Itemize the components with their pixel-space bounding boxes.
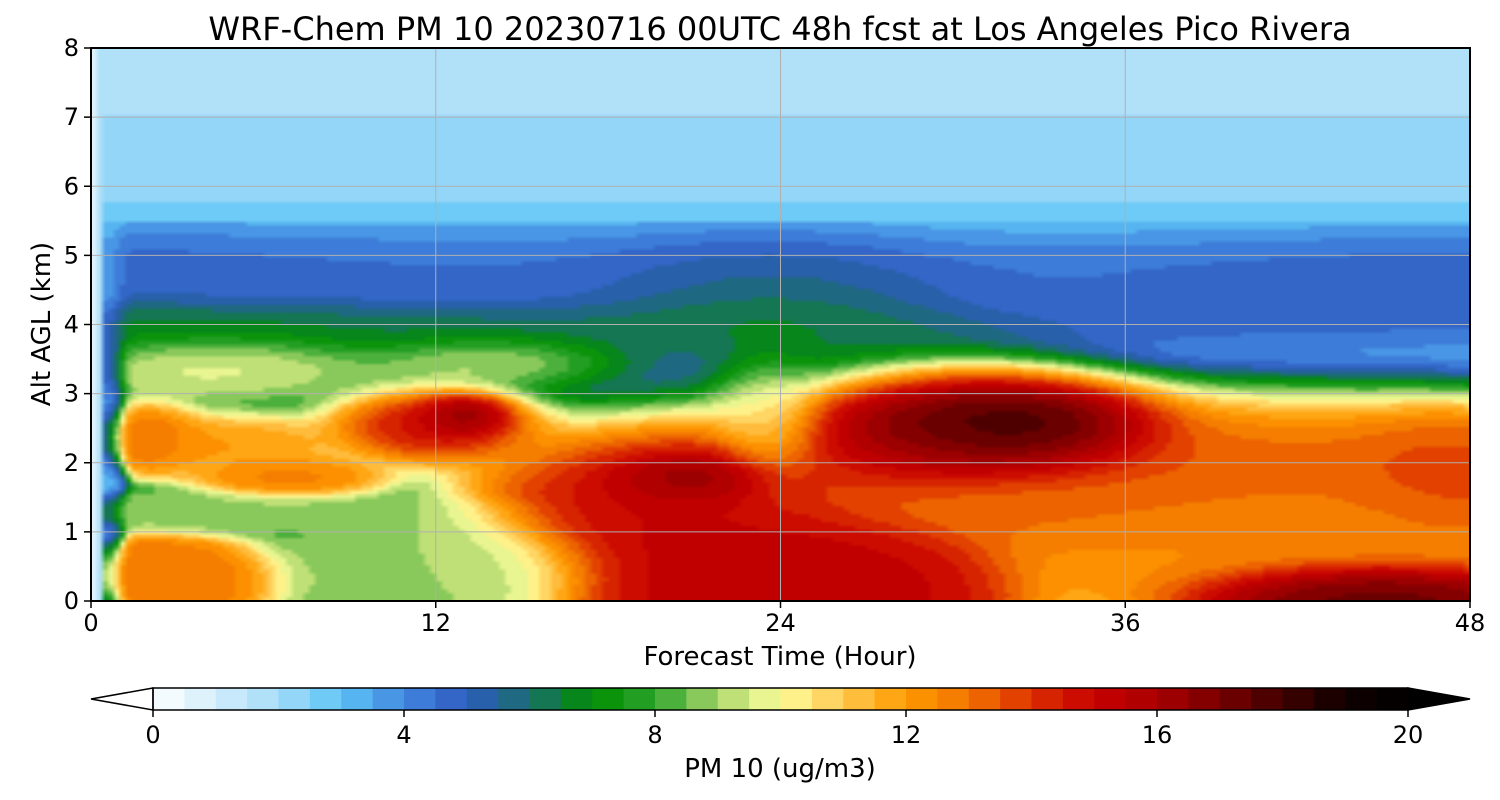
y-tick-label: 6: [64, 172, 79, 200]
colorbar-swatch: [937, 688, 970, 710]
colorbar-tick-label: 12: [891, 721, 922, 749]
colorbar-swatch: [906, 688, 938, 710]
x-axis-label: Forecast Time (Hour): [643, 642, 916, 672]
colorbar-tick-label: 8: [647, 721, 662, 749]
colorbar-swatch: [686, 688, 719, 710]
y-tick-label: 4: [64, 311, 79, 339]
y-axis-ticks: 0 1 2 3 4 5 6 7 8: [64, 34, 91, 615]
x-tick-label: 12: [420, 609, 451, 637]
y-tick-label: 7: [64, 103, 79, 131]
colorbar-swatch: [1219, 688, 1252, 710]
y-tick-label: 8: [64, 34, 79, 62]
colorbar-ticks: 0 4 8 12 16 20: [145, 710, 1423, 749]
colorbar-swatch: [1031, 688, 1064, 710]
y-axis-label: Alt AGL (km): [27, 242, 57, 406]
y-tick-label: 0: [64, 587, 79, 615]
x-tick-label: 48: [1455, 609, 1486, 637]
colorbar-swatch: [968, 688, 1001, 710]
colorbar-swatch: [309, 688, 342, 710]
y-tick-label: 2: [64, 449, 79, 477]
grid-lines: [91, 48, 1470, 601]
colorbar-swatch: [811, 688, 844, 710]
x-axis-ticks: 0 12 24 36 48: [83, 601, 1485, 637]
colorbar-swatch: [466, 688, 499, 710]
colorbar-swatch: [215, 688, 248, 710]
colorbar-swatch: [341, 688, 374, 710]
colorbar-swatch: [498, 688, 531, 710]
colorbar-label: PM 10 (ug/m3): [684, 754, 876, 784]
colorbar-swatch: [529, 688, 562, 710]
colorbar-swatch: [372, 688, 405, 710]
colorbar-swatch: [780, 688, 813, 710]
colorbar-swatch: [1376, 688, 1409, 710]
x-tick-label: 24: [765, 609, 796, 637]
x-tick-label: 36: [1110, 609, 1141, 637]
colorbar-swatch: [1313, 688, 1346, 710]
colorbar-swatch: [1282, 688, 1315, 710]
colorbar-swatch: [153, 688, 185, 710]
colorbar-swatch: [717, 688, 750, 710]
colorbar-swatch: [1251, 688, 1284, 710]
colorbar-swatch: [560, 688, 593, 710]
y-tick-label: 1: [64, 518, 79, 546]
colorbar-tick-label: 20: [1393, 721, 1424, 749]
colorbar-swatch: [404, 688, 436, 710]
chart-title: WRF-Chem PM 10 20230716 00UTC 48h fcst a…: [208, 10, 1351, 48]
colorbar-swatch: [1188, 688, 1221, 710]
colorbar-swatch: [1125, 688, 1158, 710]
colorbar-swatch: [874, 688, 907, 710]
colorbar-swatch: [1345, 688, 1378, 710]
colorbar-swatch: [843, 688, 876, 710]
y-tick-label: 3: [64, 380, 79, 408]
colorbar-frame: [152, 687, 1409, 711]
colorbar-swatch: [1062, 688, 1095, 710]
colorbar-swatch: [592, 688, 625, 710]
colorbar-swatch: [749, 688, 782, 710]
colorbar-extend-low: [90, 687, 154, 711]
colorbar-swatches: [153, 688, 1409, 710]
colorbar-tick-label: 0: [145, 721, 160, 749]
colorbar: 0 4 8 12 16 20 PM 10 (ug/m3): [90, 687, 1471, 784]
colorbar-swatch: [1157, 688, 1189, 710]
colorbar-swatch: [1094, 688, 1127, 710]
colorbar-swatch: [184, 688, 217, 710]
colorbar-swatch: [435, 688, 468, 710]
colorbar-swatch: [655, 688, 687, 710]
colorbar-swatch: [1000, 688, 1033, 710]
colorbar-swatch: [623, 688, 656, 710]
colorbar-tick-label: 16: [1142, 721, 1173, 749]
colorbar-swatch: [278, 688, 311, 710]
colorbar-tick-label: 4: [396, 721, 411, 749]
colorbar-extend-high: [1407, 687, 1471, 711]
x-tick-label: 0: [83, 609, 98, 637]
y-tick-label: 5: [64, 241, 79, 269]
colorbar-swatch: [247, 688, 280, 710]
